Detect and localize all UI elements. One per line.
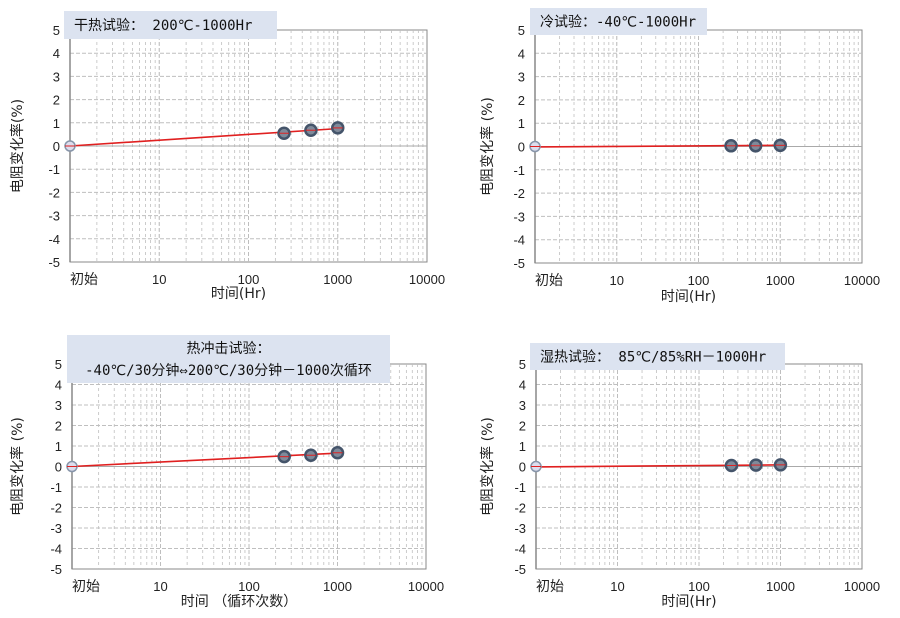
y-tick-label: -4 (514, 542, 526, 557)
y-tick-label: 2 (53, 93, 60, 108)
y-tick-label: -1 (514, 480, 526, 495)
y-tick-label: 1 (519, 439, 526, 454)
x-tick-label: 初始 (536, 578, 564, 595)
trend-line (534, 144, 784, 148)
y-axis-label: 电阻变化率 (%) (9, 417, 26, 516)
y-tick-label: 2 (519, 419, 526, 434)
y-axis-label: 电阻变化率 (%) (479, 97, 496, 196)
x-tick-label: 1000 (323, 272, 352, 287)
y-tick-label: -4 (513, 233, 525, 248)
x-tick-label: 100 (688, 273, 710, 288)
x-axis-label: 时间 （循环次数） (181, 594, 297, 610)
y-tick-label: 5 (55, 357, 62, 372)
chart-title-box (67, 335, 390, 383)
y-tick-label: 5 (518, 23, 525, 38)
y-tick-label: 0 (53, 139, 60, 154)
y-tick-label: 1 (518, 116, 525, 131)
y-tick-label: 0 (519, 460, 526, 475)
y-tick-label: -5 (50, 562, 62, 577)
y-tick-label: 4 (55, 378, 62, 393)
y-axis-label: 电阻变化率(%) (9, 99, 26, 193)
y-tick-label: 5 (519, 357, 526, 372)
y-tick-label: -2 (513, 186, 525, 201)
y-tick-label: 4 (518, 46, 525, 61)
y-tick-label: 2 (518, 93, 525, 108)
y-tick-label: 3 (53, 69, 60, 84)
x-tick-label: 1000 (766, 579, 795, 594)
x-tick-label: 10 (610, 273, 624, 288)
y-tick-label: -5 (513, 256, 525, 271)
chart-title: 冷试验：-40℃-1000Hr (540, 15, 696, 31)
y-tick-label: 3 (519, 398, 526, 413)
x-axis-label: 时间(Hr) (661, 594, 716, 610)
x-tick-label: 1000 (323, 579, 352, 594)
y-tick-label: -1 (48, 162, 60, 177)
y-axis-label: 电阻变化率 (%) (479, 417, 496, 516)
y-tick-label: 5 (53, 23, 60, 38)
y-tick-label: -2 (50, 501, 62, 516)
x-tick-label: 100 (238, 272, 260, 287)
chart-title-box (64, 11, 277, 39)
y-tick-label: 1 (55, 439, 62, 454)
x-tick-label: 初始 (535, 272, 563, 289)
x-tick-label: 10000 (844, 579, 880, 594)
trend-line (69, 127, 342, 147)
y-tick-label: 3 (55, 398, 62, 413)
y-tick-label: -3 (50, 521, 62, 536)
x-tick-label: 100 (688, 579, 710, 594)
y-tick-label: 0 (518, 140, 525, 155)
x-axis-label: 时间(Hr) (211, 286, 266, 302)
chart-title-box (530, 8, 707, 35)
x-tick-label: 初始 (70, 271, 98, 288)
y-tick-label: -4 (48, 232, 60, 247)
y-tick-label: -5 (514, 562, 526, 577)
y-tick-label: 0 (55, 460, 62, 475)
y-tick-label: 4 (53, 46, 60, 61)
trend-line (535, 464, 784, 468)
x-tick-label: 10000 (844, 273, 880, 288)
y-tick-label: -3 (514, 521, 526, 536)
trend-line (71, 452, 342, 468)
y-tick-label: -3 (513, 209, 525, 224)
chart-title: 热冲击试验： (187, 341, 271, 357)
x-axis-label: 时间(Hr) (661, 289, 716, 305)
x-tick-label: 初始 (72, 578, 100, 595)
y-tick-label: -2 (48, 185, 60, 200)
chart-title: 干热试验： 200℃-1000Hr (74, 18, 252, 34)
y-tick-label: 3 (518, 70, 525, 85)
x-tick-label: 10 (610, 579, 624, 594)
x-tick-label: 10000 (409, 272, 445, 287)
y-tick-label: -3 (48, 209, 60, 224)
y-tick-label: -4 (50, 542, 62, 557)
x-tick-label: 10 (152, 272, 166, 287)
y-tick-label: 1 (53, 116, 60, 131)
y-tick-label: -5 (48, 255, 60, 270)
x-tick-label: 10 (153, 579, 167, 594)
y-tick-label: 2 (55, 419, 62, 434)
y-tick-label: -1 (50, 480, 62, 495)
x-tick-label: 1000 (766, 273, 795, 288)
chart-title-box (530, 343, 785, 370)
y-tick-label: 4 (519, 378, 526, 393)
x-tick-label: 10000 (408, 579, 444, 594)
chart-title: 湿热试验： 85℃/85%RH－1000Hr (540, 350, 766, 366)
chart-title: -40℃/30分钟⇔200℃/30分钟－1000次循环 (85, 362, 372, 379)
y-tick-label: -2 (514, 501, 526, 516)
y-tick-label: -1 (513, 163, 525, 178)
x-tick-label: 100 (238, 579, 260, 594)
